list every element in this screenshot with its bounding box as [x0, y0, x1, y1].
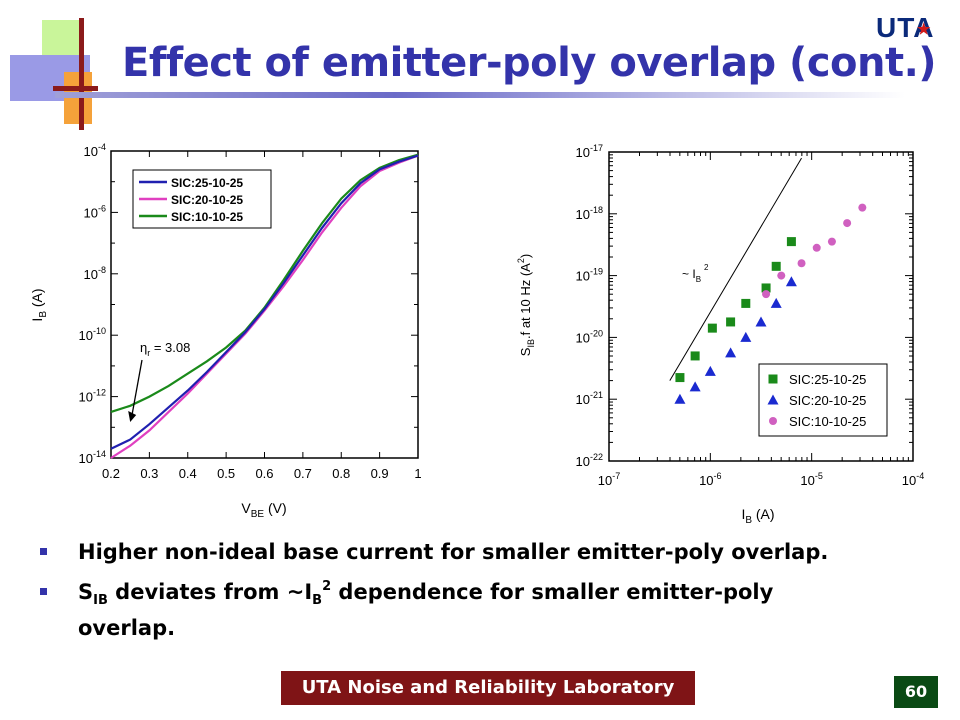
chart2-data-point — [690, 351, 700, 361]
chart2-data-point — [762, 290, 771, 299]
chart1-xtick-label: 0.5 — [217, 466, 235, 481]
chart1-legend-label: SIC:25-10-25 — [171, 176, 243, 190]
chart2-ytick-label: 10-22 — [576, 452, 603, 469]
chart2-data-point — [725, 347, 737, 358]
corner-decoration — [64, 72, 92, 124]
chart1-ytick-label: 10-10 — [79, 326, 106, 343]
chart2-data-point — [689, 381, 701, 392]
chart2-data-point — [777, 271, 786, 280]
chart1-legend-label: SIC:20-10-25 — [171, 193, 243, 207]
chart2-ytick-label: 10-18 — [576, 205, 603, 222]
chart2-data-point — [755, 316, 767, 327]
bullet-marker — [40, 588, 47, 595]
chart1-xtick-label: 0.7 — [294, 466, 312, 481]
chart1-ytick-label: 10-14 — [79, 449, 106, 466]
chart1-ytick-label: 10-8 — [84, 265, 106, 282]
chart1-legend-label: SIC:10-10-25 — [171, 210, 243, 224]
chart1-ytick-label: 10-6 — [84, 203, 106, 220]
chart1-xtick-label: 0.9 — [371, 466, 389, 481]
chart2-legend-label: SIC:25-10-25 — [789, 372, 866, 387]
chart2-data-point — [674, 393, 686, 404]
chart2-data-point — [740, 331, 752, 342]
chart2-legend-marker — [769, 417, 777, 425]
chart1-ytick-label: 10-4 — [84, 142, 106, 159]
chart1-annotation-arrow — [131, 359, 143, 415]
chart2-ytick-label: 10-17 — [576, 143, 603, 160]
footer-lab-name: UTA Noise and Reliability Laboratory — [281, 671, 695, 705]
chart1-xtick-label: 0.3 — [140, 466, 158, 481]
chart1-xtick-label: 0.2 — [102, 466, 120, 481]
chart2-ytick-label: 10-20 — [576, 328, 603, 345]
bullet-marker — [40, 548, 47, 555]
bullet-item: Higher non-ideal base current for smalle… — [40, 536, 920, 568]
chart2-legend-box — [758, 363, 888, 437]
bullet-text: SIB deviates from ~IB2 dependence for sm… — [78, 579, 774, 640]
chart2-data-point — [785, 276, 797, 287]
chart1-annotation: ηr = 3.08 — [140, 340, 190, 358]
chart2-reference-line — [669, 157, 802, 381]
chart2-data-point — [858, 203, 867, 212]
chart2-data-point — [843, 219, 852, 228]
slide-title: Effect of emitter-poly overlap (cont.) — [122, 40, 937, 86]
chart1-arrow-head — [128, 410, 137, 422]
chart2-xtick-label: 10-7 — [598, 471, 620, 488]
chart2-data-point — [707, 323, 717, 333]
chart1-xtick-label: 0.6 — [255, 466, 273, 481]
chart2-plot-frame — [608, 151, 914, 462]
chart1-ytick-label: 10-12 — [79, 388, 106, 405]
bullet-text: Higher non-ideal base current for smalle… — [78, 540, 829, 564]
chart2-data-point — [771, 261, 781, 271]
chart2-annotation: ~ IB2 — [682, 263, 709, 284]
chart2-xtick-label: 10-4 — [902, 471, 924, 488]
corner-decoration — [79, 18, 84, 130]
chart1-ylabel: IB (A) — [29, 288, 49, 321]
chart2-xtick-label: 10-6 — [699, 471, 721, 488]
chart2-data-point — [726, 317, 736, 327]
title-underline — [55, 92, 905, 98]
chart2-data-point — [797, 259, 806, 268]
chart2-data-point — [704, 365, 716, 376]
chart2-legend-label: SIC:20-10-25 — [789, 393, 866, 408]
chart2-xlabel: IB (A) — [741, 506, 774, 526]
chart1-xtick-label: 0.8 — [332, 466, 350, 481]
chart2-legend-marker — [768, 374, 778, 384]
chart2-data-point — [675, 373, 685, 383]
chart1-xtick-label: 1 — [414, 466, 421, 481]
chart1-series-line — [110, 154, 419, 450]
chart1-xtick-label: 0.4 — [179, 466, 197, 481]
uta-logo: UTA ★ — [876, 12, 934, 44]
corner-decoration — [53, 86, 98, 91]
chart2-data-point — [827, 237, 836, 246]
chart2-data-point — [812, 243, 821, 252]
chart2-legend-label: SIC:10-10-25 — [789, 414, 866, 429]
chart2-data-point — [786, 237, 796, 247]
chart2-ytick-label: 10-19 — [576, 267, 603, 284]
chart2-ylabel: SIB.f at 10 Hz (A2) — [516, 254, 536, 356]
chart1-xlabel: VBE (V) — [241, 500, 286, 520]
chart2-legend-marker — [767, 394, 779, 405]
chart2-xtick-label: 10-5 — [800, 471, 822, 488]
chart2-data-point — [741, 298, 751, 308]
chart2-data-point — [770, 297, 782, 308]
star-icon: ★ — [917, 21, 932, 38]
bullet-item: SIB deviates from ~IB2 dependence for sm… — [40, 576, 920, 644]
bullet-list: Higher non-ideal base current for smalle… — [40, 536, 920, 652]
chart2-data-point — [761, 283, 771, 293]
chart2-ytick-label: 10-21 — [576, 390, 603, 407]
logo-text: UTA — [876, 12, 935, 43]
page-number: 60 — [894, 676, 938, 708]
